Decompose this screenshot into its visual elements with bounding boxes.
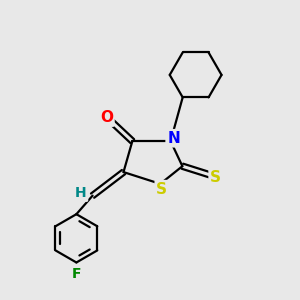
Text: F: F [72, 267, 81, 281]
Text: H: H [75, 186, 87, 200]
Text: N: N [167, 131, 180, 146]
Text: O: O [100, 110, 113, 125]
Text: S: S [156, 182, 167, 197]
Text: S: S [210, 170, 221, 185]
